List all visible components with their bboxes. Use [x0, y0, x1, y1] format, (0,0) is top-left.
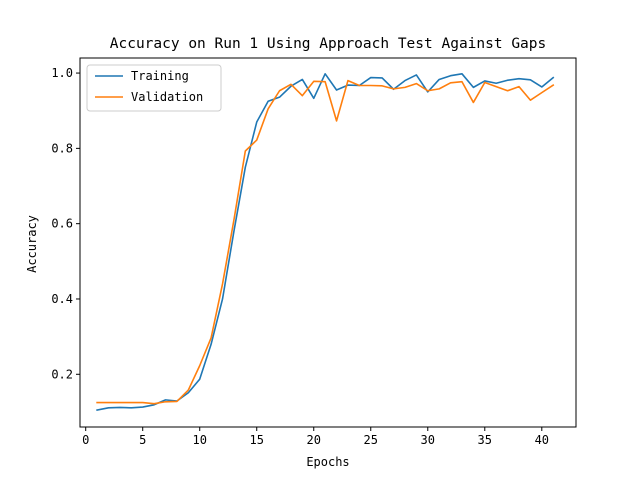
- x-tick-label: 20: [307, 433, 321, 447]
- x-tick-label: 40: [535, 433, 549, 447]
- x-tick-label: 0: [82, 433, 89, 447]
- chart-title: Accuracy on Run 1 Using Approach Test Ag…: [110, 36, 547, 52]
- plot-frame: [79, 57, 577, 428]
- legend-label-training: Training: [131, 69, 189, 83]
- x-tick-label: 30: [421, 433, 435, 447]
- legend: Training Validation: [86, 64, 222, 112]
- y-tick-label: 0.2: [51, 367, 73, 381]
- x-tick-label: 25: [364, 433, 378, 447]
- y-axis-label: Accuracy: [25, 215, 39, 273]
- series-line-training: [96, 73, 555, 412]
- y-tick-label: 0.8: [51, 141, 73, 155]
- y-tick-label: 0.4: [51, 292, 73, 306]
- x-tick-label: 5: [139, 433, 146, 447]
- legend-label-validation: Validation: [131, 90, 203, 104]
- series-line-validation: [96, 79, 555, 405]
- x-tick-label: 35: [478, 433, 492, 447]
- y-tick-label: 1.0: [51, 66, 73, 80]
- x-tick-label: 15: [250, 433, 264, 447]
- x-axis-label: Epochs: [306, 455, 349, 469]
- plot-area: 0 5 10 15 20 25 30 35 40 0.2 0.4 0.6 0.8 1.0: [51, 57, 577, 447]
- y-tick-label: 0.6: [51, 217, 73, 231]
- x-tick-label: 10: [192, 433, 206, 447]
